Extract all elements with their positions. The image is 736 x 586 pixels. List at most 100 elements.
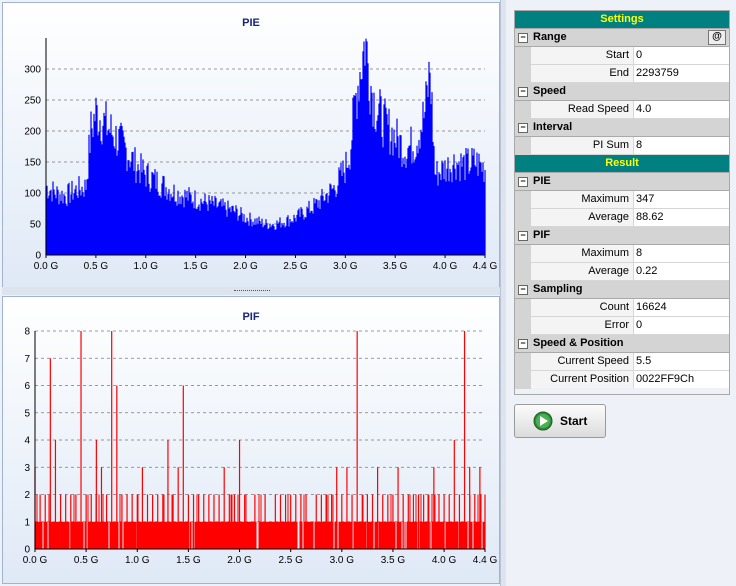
property-row-current-speed: Current Speed 5.5: [515, 353, 729, 371]
y-tick-label: 50: [30, 220, 42, 231]
category-label: Speed & Position: [533, 337, 624, 349]
x-tick-label: 3.0 G: [333, 261, 358, 272]
y-tick-label: 6: [24, 381, 30, 392]
pie-maximum-value: 347: [633, 191, 728, 208]
category-range[interactable]: − Range @: [515, 29, 729, 47]
row-gutter: [515, 65, 531, 83]
collapse-icon[interactable]: −: [518, 231, 528, 241]
x-tick-label: 1.5 G: [183, 261, 208, 272]
settings-header: Settings: [515, 11, 729, 29]
y-tick-label: 4: [24, 436, 30, 447]
pif-maximum-value: 8: [633, 245, 728, 262]
category-speed-position[interactable]: − Speed & Position: [515, 335, 729, 353]
end-value[interactable]: 2293759: [633, 65, 728, 82]
property-key: Start: [531, 47, 633, 64]
vertical-splitter[interactable]: [500, 0, 507, 586]
pif-average-value: 0.22: [633, 263, 728, 280]
x-tick-label: 1.0 G: [134, 261, 159, 272]
property-key: Maximum: [531, 191, 633, 208]
start-label: Start: [560, 414, 588, 428]
category-pif[interactable]: − PIF: [515, 227, 729, 245]
y-tick-label: 100: [24, 189, 41, 200]
category-label: PIE: [533, 175, 551, 187]
collapse-icon[interactable]: −: [518, 33, 528, 43]
splitter-grip[interactable]: [234, 290, 270, 293]
row-gutter: [515, 101, 531, 119]
x-tick-label: 0.0 G: [23, 555, 48, 566]
x-tick-label: 3.5 G: [383, 261, 408, 272]
property-row-pi-sum[interactable]: PI Sum 8: [515, 137, 729, 155]
property-row-current-position: Current Position 0022FF9Ch: [515, 371, 729, 389]
collapse-icon[interactable]: −: [518, 123, 528, 133]
row-gutter: [515, 371, 531, 389]
at-button[interactable]: @: [708, 30, 726, 45]
x-tick-label: 4.4 G: [473, 555, 498, 566]
x-tick-label: 3.0 G: [330, 555, 355, 566]
current-position-value: 0022FF9Ch: [633, 371, 728, 388]
result-header: Result: [515, 155, 729, 173]
y-tick-label: 0: [24, 545, 30, 556]
start-button[interactable]: Start: [514, 404, 606, 438]
collapse-icon[interactable]: −: [518, 285, 528, 295]
read-speed-value[interactable]: 4.0: [633, 101, 728, 118]
property-key: Error: [531, 317, 633, 334]
horizontal-splitter[interactable]: [2, 287, 500, 295]
property-key: Average: [531, 209, 633, 226]
category-label: PIF: [533, 229, 551, 241]
property-key: End: [531, 65, 633, 82]
row-gutter: [515, 47, 531, 65]
pie-series: [45, 38, 486, 255]
property-row-pie-maximum: Maximum 347: [515, 191, 729, 209]
x-tick-label: 0.0 G: [34, 261, 59, 272]
property-key: Read Speed: [531, 101, 633, 118]
row-gutter: [515, 263, 531, 281]
x-tick-label: 2.0 G: [233, 261, 258, 272]
y-tick-label: 300: [24, 65, 41, 76]
collapse-icon[interactable]: −: [518, 339, 528, 349]
property-row-count: Count 16624: [515, 299, 729, 317]
row-gutter: [515, 191, 531, 209]
y-tick-label: 7: [24, 354, 30, 365]
y-tick-label: 8: [24, 327, 30, 338]
category-speed[interactable]: − Speed: [515, 83, 729, 101]
pif-chart-title: PIF: [242, 311, 260, 323]
collapse-icon[interactable]: −: [518, 87, 528, 97]
x-tick-label: 4.0 G: [433, 261, 458, 272]
row-gutter: [515, 317, 531, 335]
collapse-icon[interactable]: −: [518, 177, 528, 187]
x-tick-label: 0.5 G: [74, 555, 99, 566]
error-value: 0: [633, 317, 728, 334]
y-tick-label: 150: [24, 158, 41, 169]
category-interval[interactable]: − Interval: [515, 119, 729, 137]
y-tick-label: 250: [24, 96, 41, 107]
category-label: Range: [533, 31, 567, 43]
row-gutter: [515, 137, 531, 155]
x-tick-label: 1.5 G: [176, 555, 201, 566]
pi-sum-value[interactable]: 8: [633, 137, 728, 154]
x-tick-label: 4.0 G: [432, 555, 457, 566]
property-row-read-speed[interactable]: Read Speed 4.0: [515, 101, 729, 119]
property-row-start[interactable]: Start 0: [515, 47, 729, 65]
pie-chart-title: PIE: [242, 17, 260, 29]
property-key: PI Sum: [531, 137, 633, 154]
property-key: Current Speed: [531, 353, 633, 370]
y-tick-label: 1: [24, 517, 30, 528]
x-tick-label: 1.0 G: [125, 555, 150, 566]
property-row-end[interactable]: End 2293759: [515, 65, 729, 83]
category-label: Speed: [533, 85, 567, 97]
y-tick-label: 200: [24, 127, 41, 138]
right-pane: Settings − Range @ Start 0 End 2293759 − S…: [506, 0, 736, 586]
category-sampling[interactable]: − Sampling: [515, 281, 729, 299]
pie-chart: 0 50 100 150 200 250 300 0.0 G 0.5 G 1.0 G 1.5 G 2.…: [24, 38, 497, 272]
property-key: Maximum: [531, 245, 633, 262]
property-row-pif-maximum: Maximum 8: [515, 245, 729, 263]
property-row-pie-average: Average 88.62: [515, 209, 729, 227]
play-icon: [533, 411, 553, 431]
x-tick-label: 3.5 G: [381, 555, 406, 566]
count-value: 16624: [633, 299, 728, 316]
start-value[interactable]: 0: [633, 47, 728, 64]
property-key: Count: [531, 299, 633, 316]
category-pie[interactable]: − PIE: [515, 173, 729, 191]
property-grid: Settings − Range @ Start 0 End 2293759 − S…: [514, 10, 730, 395]
